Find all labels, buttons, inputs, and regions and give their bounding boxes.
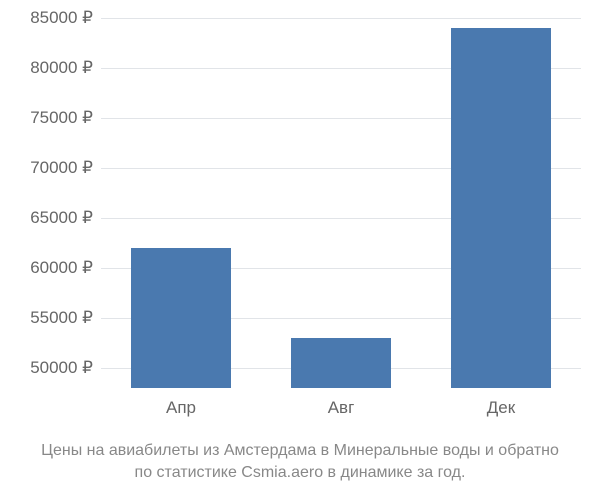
- y-tick-label: 80000 ₽: [30, 58, 101, 78]
- x-tick-label: Дек: [487, 388, 515, 418]
- bar: [291, 338, 390, 388]
- x-tick-label: Авг: [328, 388, 355, 418]
- caption-line-2: по статистике Csmia.aero в динамике за г…: [0, 462, 600, 484]
- grid-line: [101, 18, 581, 19]
- y-tick-label: 75000 ₽: [30, 108, 101, 128]
- y-tick-label: 70000 ₽: [30, 158, 101, 178]
- y-tick-label: 55000 ₽: [30, 308, 101, 328]
- y-tick-label: 85000 ₽: [30, 8, 101, 28]
- price-bar-chart: 50000 ₽ 55000 ₽ 60000 ₽ 65000 ₽ 70000 ₽ 75000…: [0, 0, 600, 500]
- y-tick-label: 50000 ₽: [30, 358, 101, 378]
- plot-area: 50000 ₽55000 ₽60000 ₽65000 ₽70000 ₽75000…: [100, 18, 581, 388]
- caption-line-1: Цены на авиабилеты из Амстердама в Минер…: [0, 440, 600, 462]
- y-tick-label: 60000 ₽: [30, 258, 101, 278]
- bar: [451, 28, 550, 388]
- bar: [131, 248, 230, 388]
- x-tick-label: Апр: [166, 388, 196, 418]
- y-tick-label: 65000 ₽: [30, 208, 101, 228]
- chart-caption: Цены на авиабилеты из Амстердама в Минер…: [0, 440, 600, 483]
